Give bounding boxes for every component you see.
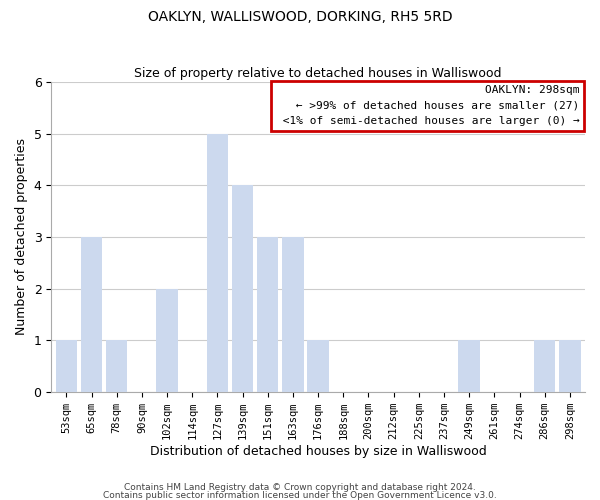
- Bar: [232, 186, 253, 392]
- Text: OAKLYN: 298sqm
 ← >99% of detached houses are smaller (27)
 <1% of semi-detached: OAKLYN: 298sqm ← >99% of detached houses…: [276, 85, 580, 126]
- Bar: [157, 288, 178, 392]
- Bar: [307, 340, 329, 392]
- Bar: [56, 340, 77, 392]
- Y-axis label: Number of detached properties: Number of detached properties: [15, 138, 28, 336]
- Text: OAKLYN, WALLISWOOD, DORKING, RH5 5RD: OAKLYN, WALLISWOOD, DORKING, RH5 5RD: [148, 10, 452, 24]
- Bar: [207, 134, 228, 392]
- Bar: [458, 340, 480, 392]
- Bar: [81, 237, 102, 392]
- Bar: [282, 237, 304, 392]
- Bar: [106, 340, 127, 392]
- Title: Size of property relative to detached houses in Walliswood: Size of property relative to detached ho…: [134, 66, 502, 80]
- X-axis label: Distribution of detached houses by size in Walliswood: Distribution of detached houses by size …: [150, 444, 487, 458]
- Bar: [257, 237, 278, 392]
- Text: Contains public sector information licensed under the Open Government Licence v3: Contains public sector information licen…: [103, 490, 497, 500]
- Text: Contains HM Land Registry data © Crown copyright and database right 2024.: Contains HM Land Registry data © Crown c…: [124, 484, 476, 492]
- Bar: [534, 340, 556, 392]
- Bar: [559, 340, 581, 392]
